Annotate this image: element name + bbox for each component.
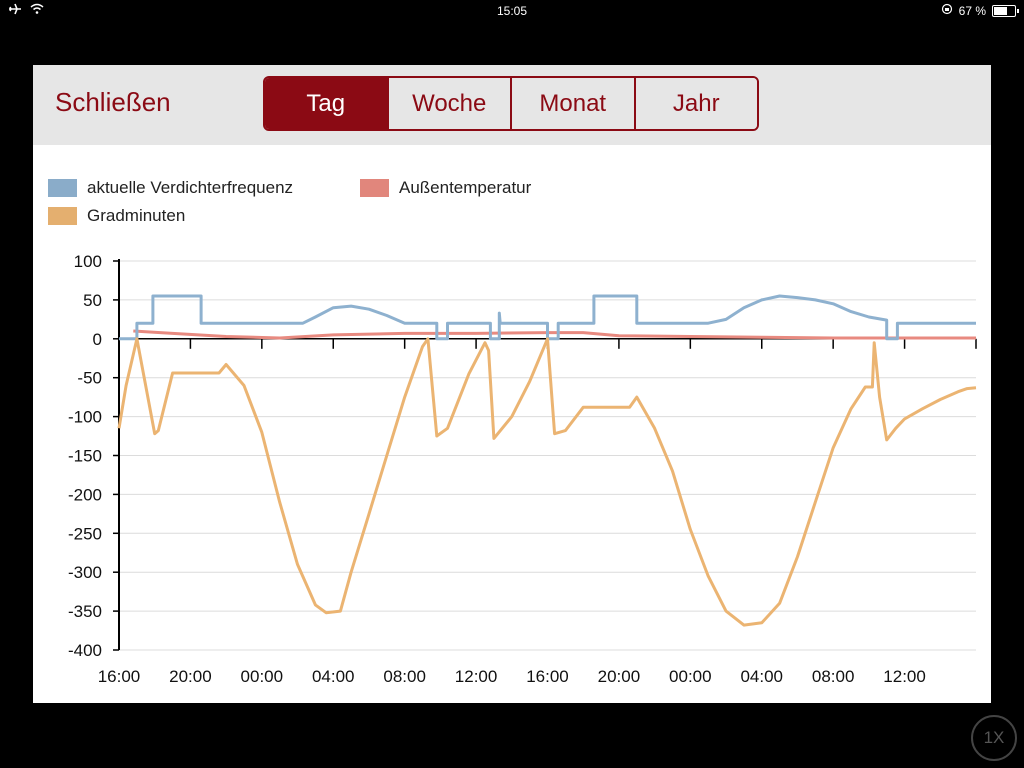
close-button[interactable]: Schließen <box>55 87 171 117</box>
x-tick-label: 12:00 <box>883 667 926 686</box>
y-tick-label: -100 <box>68 408 102 427</box>
tab-tag[interactable]: Tag <box>265 78 387 129</box>
wifi-icon <box>30 3 44 18</box>
x-tick-label: 12:00 <box>455 667 498 686</box>
series-outdoor-temperature <box>133 329 976 340</box>
legend-swatch-compressor <box>48 179 77 197</box>
orientation-lock-icon <box>941 3 953 18</box>
battery-percent: 67 % <box>958 3 986 18</box>
series-degree-minutes <box>117 337 977 627</box>
legend-item-outdoor: Außentemperatur <box>360 178 531 198</box>
x-tick-label: 20:00 <box>169 667 212 686</box>
legend-swatch-outdoor <box>360 179 389 197</box>
y-tick-label: -150 <box>68 447 102 466</box>
y-tick-label: -300 <box>68 563 102 582</box>
x-tick-label: 00:00 <box>241 667 284 686</box>
y-tick-label: -400 <box>68 641 102 660</box>
y-tick-label: -200 <box>68 485 102 504</box>
legend-item-compressor: aktuelle Verdichterfrequenz <box>48 178 293 198</box>
y-tick-label: 100 <box>74 252 102 271</box>
y-tick-label: -50 <box>77 369 102 388</box>
history-chart: 100 50 0 -50 -100 -150 -200 -250 -300 -350 -400 16:… <box>68 252 977 686</box>
tab-jahr[interactable]: Jahr <box>633 78 757 129</box>
y-tick-label: 0 <box>93 330 102 349</box>
series-compressor-frequency <box>119 294 976 341</box>
zoom-1x-button[interactable]: 1X <box>971 715 1017 761</box>
y-tick-label: -250 <box>68 524 102 543</box>
x-tick-label: 00:00 <box>669 667 712 686</box>
y-tick-label: -350 <box>68 602 102 621</box>
history-panel: Schließen Tag Woche Monat Jahr aktuelle … <box>33 65 991 703</box>
y-tick-label: 50 <box>83 291 102 310</box>
status-bar: 15:05 67 % <box>0 0 1024 22</box>
legend-label-degree-minutes: Gradminuten <box>87 206 186 225</box>
tab-woche[interactable]: Woche <box>386 78 510 129</box>
period-selector: Tag Woche Monat Jahr <box>263 76 759 131</box>
panel-header: Schließen Tag Woche Monat Jahr <box>33 65 991 145</box>
legend-label-compressor: aktuelle Verdichterfrequenz <box>87 178 294 197</box>
tab-monat[interactable]: Monat <box>510 78 634 129</box>
clock: 15:05 <box>496 4 528 18</box>
x-tick-label: 16:00 <box>526 667 569 686</box>
x-tick-label: 04:00 <box>740 667 783 686</box>
x-tick-label: 20:00 <box>598 667 641 686</box>
x-tick-label: 08:00 <box>812 667 855 686</box>
battery-icon <box>992 4 1019 17</box>
x-tick-label: 16:00 <box>98 667 141 686</box>
x-tick-label: 04:00 <box>312 667 355 686</box>
airplane-icon <box>8 3 22 18</box>
legend-label-outdoor: Außentemperatur <box>399 178 532 197</box>
legend-swatch-degree-minutes <box>48 207 77 225</box>
x-tick-label: 08:00 <box>383 667 426 686</box>
legend-item-degree-minutes: Gradminuten <box>48 206 185 226</box>
